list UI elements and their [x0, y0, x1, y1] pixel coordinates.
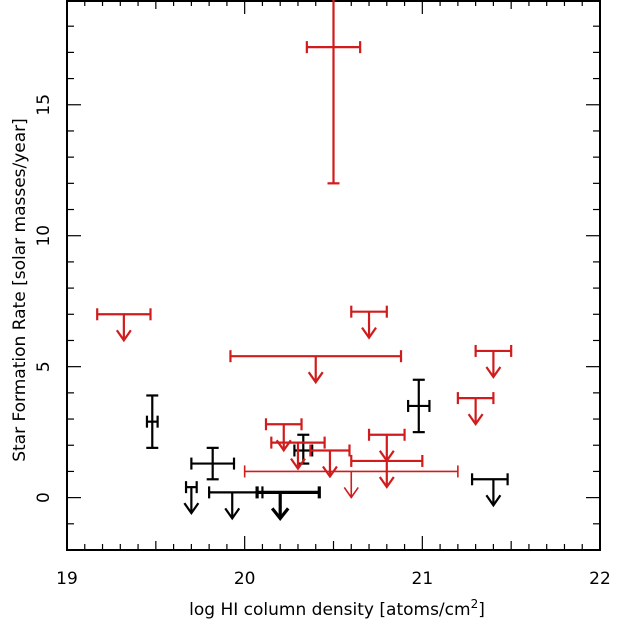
upper-limit-arrowhead	[270, 507, 290, 521]
x-tick-label: 22	[589, 569, 611, 589]
black-point	[470, 473, 509, 508]
x-axis-label: log HI column density [atoms/cm2]	[189, 597, 485, 620]
upper-limit-arrowhead	[343, 486, 359, 499]
black-point	[190, 446, 236, 481]
y-axis-label: Star Formation Rate [solar masses/year]	[10, 118, 30, 462]
upper-limit-arrowhead	[485, 494, 502, 508]
red-point	[305, 0, 362, 185]
red-point	[474, 344, 513, 379]
red-point	[229, 350, 403, 385]
upper-limit-arrowhead	[183, 502, 200, 516]
black-point	[407, 378, 431, 434]
upper-limit-arrowhead	[290, 457, 306, 471]
x-tick-label: 19	[56, 569, 78, 589]
upper-limit-arrowhead	[307, 371, 324, 385]
x-tick-label: 21	[412, 569, 434, 589]
x-tick-label: 20	[234, 569, 256, 589]
upper-limit-arrowhead	[467, 413, 484, 427]
red-point	[456, 392, 495, 427]
upper-limit-arrowhead	[378, 476, 395, 489]
red-point	[96, 308, 152, 343]
red-point	[367, 428, 406, 463]
upper-limit-arrowhead	[224, 507, 241, 521]
upper-limit-arrowhead	[361, 327, 377, 340]
upper-limit-arrowhead	[115, 329, 132, 343]
y-tick-label: 15	[34, 94, 54, 116]
upper-limit-arrowhead	[322, 465, 338, 479]
y-tick-label: 5	[34, 361, 54, 372]
black-point	[145, 394, 159, 449]
red-point	[350, 454, 424, 489]
red-point	[270, 436, 326, 471]
black-point	[183, 481, 200, 516]
upper-limit-arrowhead	[485, 366, 502, 379]
y-tick-label: 0	[34, 492, 54, 503]
red-point	[243, 465, 459, 499]
black-point	[208, 486, 264, 521]
y-tick-label: 10	[34, 225, 54, 247]
red-point	[350, 305, 388, 340]
black-point	[255, 486, 321, 521]
